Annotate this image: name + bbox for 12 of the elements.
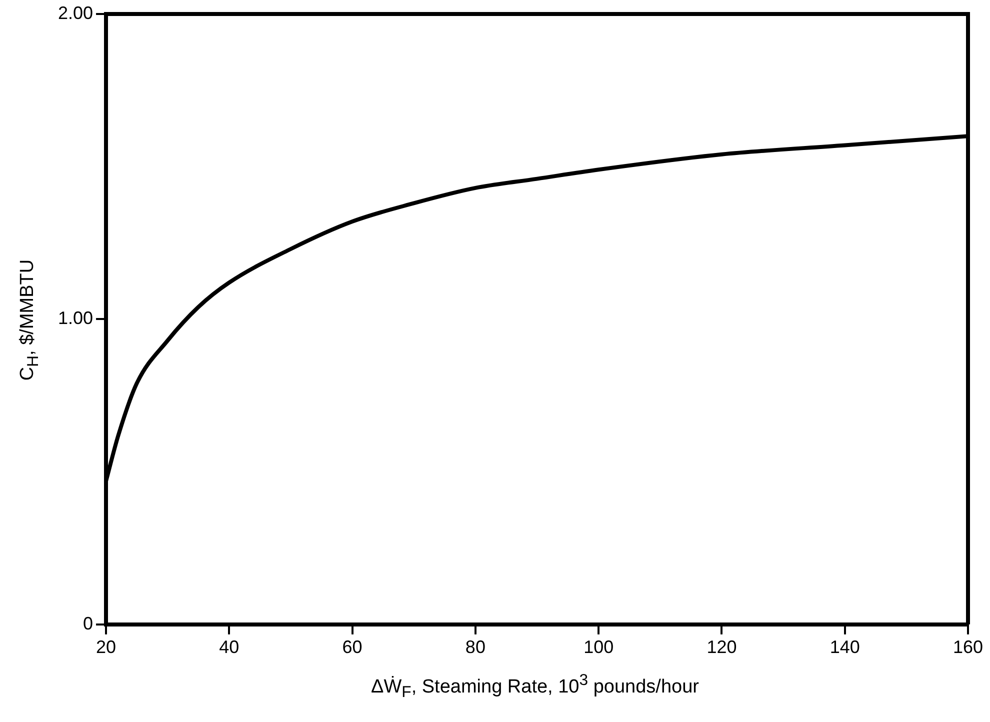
x-tick-label: 20 [96,637,116,658]
x-tick-label: 160 [952,637,984,658]
x-tick-label: 120 [706,637,737,658]
x-tick-label: 100 [584,637,614,658]
y-tick-label: 1.00 [58,308,94,328]
x-axis-title: ΔẆ$_{F}$, Steaming Rate, 10$^{3}$ pounds/hour [370,672,700,702]
x-tick-label: 60 [342,637,362,658]
y-tick-label: 2.00 [58,2,94,23]
x-tick-label: 40 [219,637,240,658]
y-tick-label: 0 [83,613,94,634]
x-tick-label: 80 [465,637,486,658]
x-tick-label: 140 [830,637,860,658]
